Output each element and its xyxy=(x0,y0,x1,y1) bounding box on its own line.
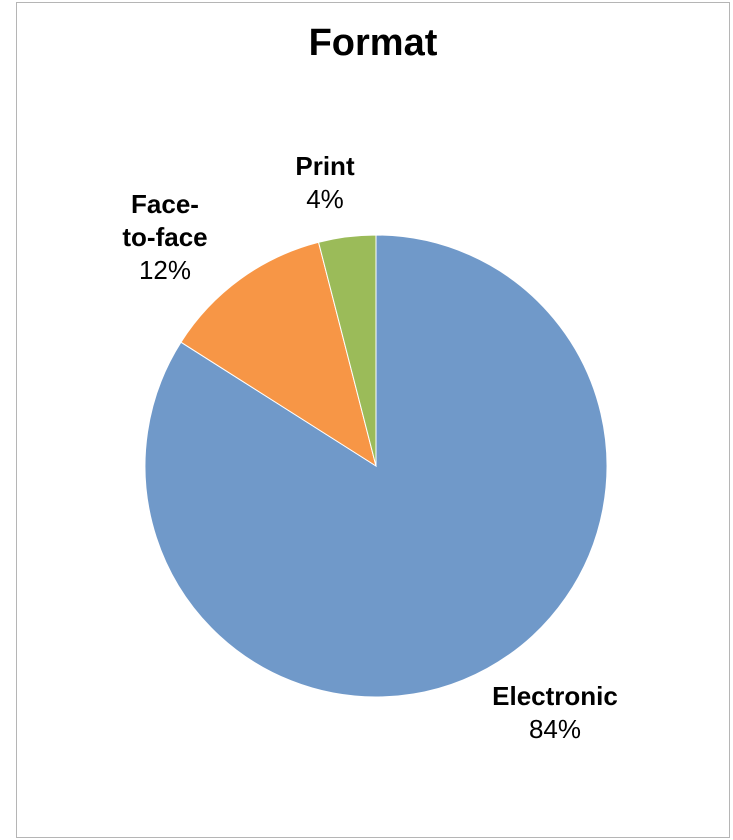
pie-slice-face-to-face xyxy=(180,241,377,468)
slice-label-name: Print xyxy=(295,151,355,181)
chart-title: Format xyxy=(308,22,438,64)
slice-label-electronic: Electronic 84% xyxy=(470,680,640,746)
slice-label-value: 4% xyxy=(306,184,344,214)
slice-label-value: 84% xyxy=(528,714,582,744)
pie-slice-print xyxy=(317,234,377,467)
slice-label-name: Electronic xyxy=(492,681,618,711)
slice-label-print: Print 4% xyxy=(275,150,375,216)
slice-label-name-line-2: to-face xyxy=(122,222,208,252)
slice-label-value: 12% xyxy=(138,255,192,285)
slice-label-face-to-face: Face- to-face 12% xyxy=(105,188,225,287)
slice-label-name-line-1: Face- xyxy=(131,189,199,219)
